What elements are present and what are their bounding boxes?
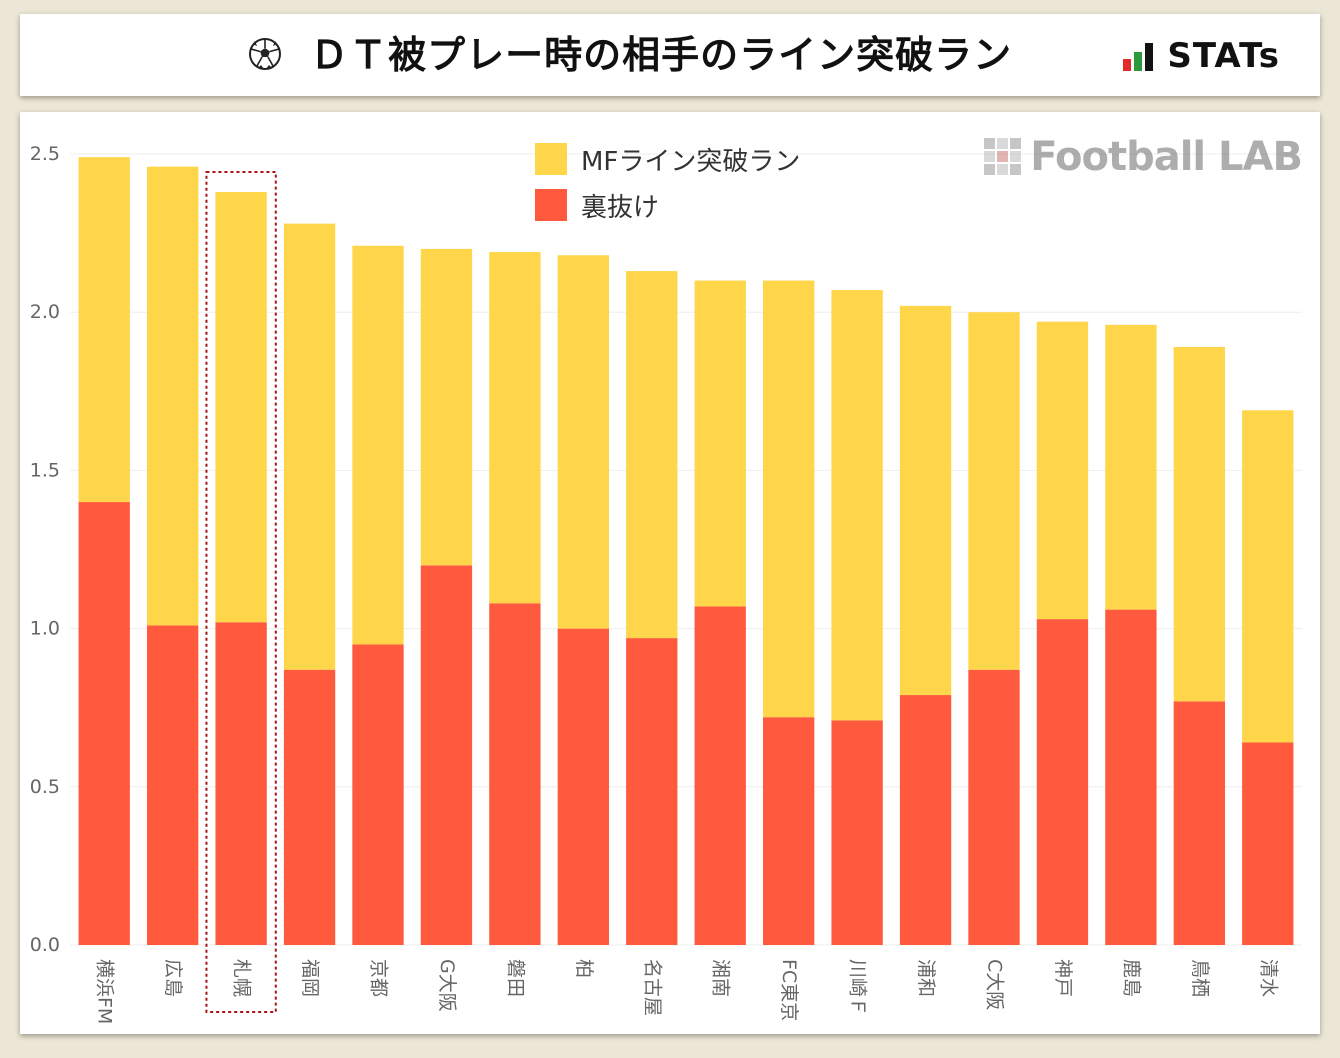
x-tick-label: 湘南 xyxy=(710,959,732,997)
bar-segment-ura xyxy=(694,606,746,945)
x-tick-label: C大阪 xyxy=(984,959,1006,1010)
bar-segment-ura xyxy=(968,669,1020,945)
x-tick-label: 鳥栖 xyxy=(1189,959,1211,997)
stats-logo: STATs xyxy=(1123,36,1280,76)
bar-segment-ura xyxy=(1173,701,1225,945)
bar-segment-ura xyxy=(78,502,130,945)
x-tick-label: 浦和 xyxy=(915,959,937,997)
bar-segment-mf xyxy=(1242,410,1294,743)
bar-segment-mf xyxy=(968,312,1020,670)
chart-legend: MFライン突破ラン 裏抜け xyxy=(535,138,800,230)
y-tick-label: 1.5 xyxy=(30,459,60,481)
bar-segment-mf xyxy=(352,245,404,645)
legend-label-ura: 裏抜け xyxy=(581,192,660,223)
football-lab-text: Football LAB xyxy=(1030,134,1303,180)
x-tick-label: 清水 xyxy=(1257,959,1279,997)
y-tick-label: 2.5 xyxy=(30,143,60,165)
bar-segment-ura xyxy=(489,603,541,945)
y-tick-label: 0.5 xyxy=(30,776,60,798)
bar-segment-mf xyxy=(420,248,473,566)
page-title: ＤＴ被プレー時の相手のライン突破ラン xyxy=(310,33,1013,77)
title-card: ＤＴ被プレー時の相手のライン突破ラン STATs xyxy=(20,14,1320,96)
stats-logo-icon xyxy=(1123,43,1154,71)
y-tick-label: 2.0 xyxy=(30,301,60,323)
legend-swatch-ura xyxy=(535,189,567,221)
bar-segment-ura xyxy=(420,565,473,945)
bar-segment-ura xyxy=(763,717,815,945)
bar-segment-ura xyxy=(1036,619,1089,945)
x-tick-label: 磐田 xyxy=(504,959,526,997)
x-tick-label: 福岡 xyxy=(299,959,321,997)
bar-segment-mf xyxy=(1105,324,1157,610)
football-lab-logo-icon xyxy=(984,138,1022,175)
bar-segment-ura xyxy=(215,622,267,945)
legend-swatch-mf xyxy=(535,143,567,175)
y-tick-label: 0.0 xyxy=(30,934,60,956)
bar-segment-mf xyxy=(899,305,952,696)
y-tick-label: 1.0 xyxy=(30,618,60,640)
stacked-bar-chart: 0.0 0.5 1.0 1.5 2.0 2.5 横浜FM 広島 札幌 福岡 京都 G大阪 磐田 柏 名古屋 湘… xyxy=(30,143,1302,1024)
x-tick-label: FC東京 xyxy=(778,959,800,1021)
x-tick-label: 広島 xyxy=(162,959,184,997)
bar-segment-ura xyxy=(899,695,952,945)
x-tick-label: 神戸 xyxy=(1052,959,1074,997)
bar-segment-ura xyxy=(147,625,199,945)
x-tick-label: G大阪 xyxy=(436,959,458,1012)
bar-segment-mf xyxy=(489,252,541,604)
legend-label-mf: MFライン突破ラン xyxy=(581,146,801,177)
x-tick-label: 京都 xyxy=(368,959,390,997)
x-tick-label: 川崎Ｆ xyxy=(847,959,869,1016)
highlight-box xyxy=(205,170,277,1013)
bar-segment-ura xyxy=(283,669,336,945)
bar-segment-ura xyxy=(831,720,883,945)
bar-segment-ura xyxy=(557,628,609,945)
soccer-ball-icon xyxy=(248,37,281,70)
bar-segment-ura xyxy=(1105,609,1157,945)
bar-segment-mf xyxy=(1173,347,1225,702)
x-tick-label: 柏 xyxy=(573,959,595,978)
bar-segment-mf xyxy=(763,280,815,718)
x-tick-label: 札幌 xyxy=(231,959,253,997)
bar-segment-mf xyxy=(215,191,267,623)
legend-item-ura[interactable]: 裏抜け xyxy=(535,184,800,226)
bar-segment-ura xyxy=(626,638,678,945)
bar-segment-mf xyxy=(78,157,130,503)
legend-item-mf[interactable]: MFライン突破ラン xyxy=(535,138,800,180)
bar-segment-mf xyxy=(1036,321,1089,620)
bar-segment-mf xyxy=(831,290,883,721)
bar-segment-mf xyxy=(626,271,678,639)
bar-segment-mf xyxy=(557,255,609,629)
bar-segment-ura xyxy=(352,644,404,945)
bar-segment-mf xyxy=(147,166,199,626)
x-tick-label: 名古屋 xyxy=(641,959,663,1016)
x-tick-label: 鹿島 xyxy=(1120,959,1142,997)
chart-card: 0.0 0.5 1.0 1.5 2.0 2.5 横浜FM 広島 札幌 福岡 京都 G大阪 磐田 柏 名古屋 湘… xyxy=(20,112,1320,1034)
bar-segment-ura xyxy=(1242,742,1294,945)
bar-segment-mf xyxy=(283,223,336,670)
bar-segment-mf xyxy=(694,280,746,607)
x-tick-label: 横浜FM xyxy=(94,959,116,1024)
football-lab-watermark: Football LAB xyxy=(984,134,1303,180)
stats-logo-text: STATs xyxy=(1167,36,1280,76)
